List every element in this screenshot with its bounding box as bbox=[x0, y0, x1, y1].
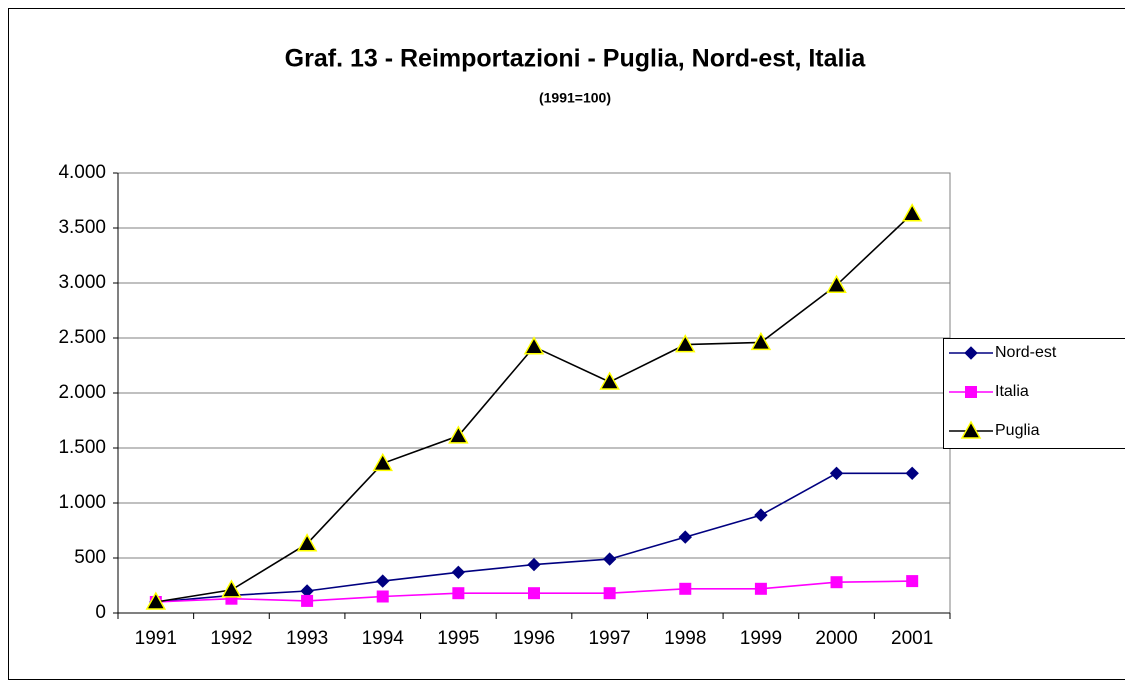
y-tick-label: 500 bbox=[74, 547, 106, 568]
data-point bbox=[750, 331, 772, 351]
x-tick-label: 1998 bbox=[664, 628, 706, 649]
legend-marker bbox=[965, 386, 977, 398]
data-point bbox=[603, 587, 616, 600]
x-tick-label: 1999 bbox=[740, 628, 782, 649]
x-tick-label: 1991 bbox=[135, 628, 177, 649]
data-point bbox=[830, 576, 843, 589]
y-tick-label: 1.500 bbox=[58, 437, 106, 458]
data-point bbox=[301, 594, 314, 607]
legend-label: Nord-est bbox=[995, 344, 1057, 361]
data-point bbox=[296, 533, 318, 552]
y-tick-label: 4.000 bbox=[58, 162, 106, 183]
legend-label: Puglia bbox=[995, 422, 1040, 439]
x-tick-label: 2000 bbox=[815, 628, 857, 649]
data-point bbox=[376, 590, 389, 603]
legend-label: Italia bbox=[995, 383, 1029, 400]
data-point bbox=[372, 452, 394, 472]
data-point bbox=[599, 371, 620, 390]
y-tick-label: 3.000 bbox=[58, 272, 106, 293]
y-tick-label: 2.500 bbox=[58, 327, 106, 348]
chart-subtitle: (1991=100) bbox=[539, 90, 611, 106]
x-tick-label: 1996 bbox=[513, 628, 555, 649]
data-point bbox=[679, 582, 692, 595]
x-tick-label: 1995 bbox=[437, 628, 479, 649]
y-tick-label: 1.000 bbox=[58, 492, 106, 513]
y-tick-label: 0 bbox=[95, 602, 106, 623]
data-point bbox=[826, 274, 847, 293]
x-tick-label: 1992 bbox=[210, 628, 252, 649]
data-point bbox=[448, 425, 469, 444]
data-point bbox=[523, 336, 545, 355]
data-point bbox=[221, 579, 242, 598]
data-point bbox=[452, 587, 465, 600]
x-tick-label: 1997 bbox=[588, 628, 630, 649]
data-point bbox=[376, 574, 390, 588]
data-point bbox=[451, 565, 466, 580]
data-point bbox=[829, 466, 844, 481]
data-point bbox=[906, 575, 919, 588]
x-tick-label: 1993 bbox=[286, 628, 328, 649]
legend-marker bbox=[960, 420, 982, 439]
y-tick-label: 3.500 bbox=[58, 217, 106, 238]
data-point bbox=[602, 552, 617, 566]
data-point bbox=[754, 508, 768, 522]
legend-marker bbox=[964, 346, 978, 360]
y-tick-label: 2.000 bbox=[58, 382, 106, 403]
data-point bbox=[528, 587, 540, 600]
data-point bbox=[754, 582, 767, 595]
x-tick-label: 2001 bbox=[891, 628, 933, 649]
data-point bbox=[674, 334, 696, 353]
data-point bbox=[145, 591, 167, 610]
x-tick-label: 1994 bbox=[362, 628, 405, 649]
data-point bbox=[901, 203, 923, 222]
data-point bbox=[678, 530, 692, 544]
data-point bbox=[527, 557, 541, 572]
data-point bbox=[905, 466, 919, 481]
chart-title: Graf. 13 - Reimportazioni - Puglia, Nord… bbox=[285, 45, 867, 73]
